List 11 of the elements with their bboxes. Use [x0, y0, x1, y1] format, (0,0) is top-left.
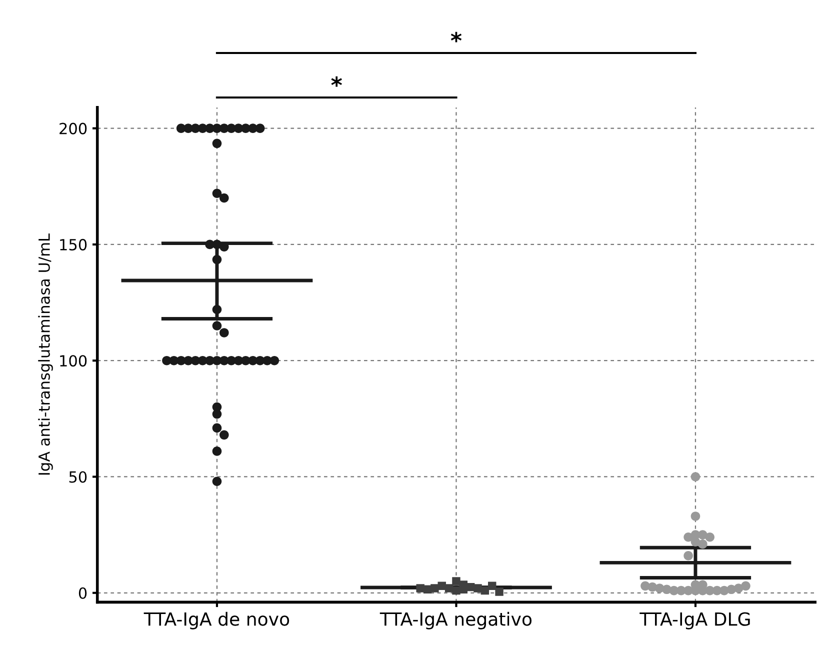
y-tick-label: 50 — [69, 471, 87, 483]
y-tick-label: 150 — [60, 238, 87, 250]
y-tick-label: 100 — [60, 355, 87, 367]
y-tick-label: 0 — [78, 587, 87, 599]
x-tick-label: TTA-IgA negativo — [380, 612, 532, 630]
x-tick-label: TTA-IgA de novo — [144, 612, 290, 630]
text: * — [331, 76, 342, 87]
text: * — [450, 32, 462, 42]
x-tick-label: TTA-IgA DLG — [640, 612, 750, 630]
y-tick-label: 200 — [60, 122, 87, 134]
y-axis-title: IgA anti-transglutaminasa U/mL — [38, 234, 53, 475]
